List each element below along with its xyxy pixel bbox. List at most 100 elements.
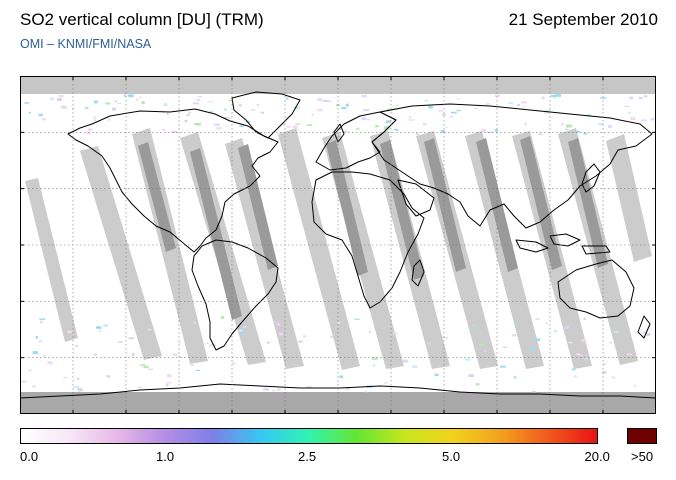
- noise-pixel: [306, 386, 312, 389]
- noise-pixel: [238, 329, 243, 333]
- noise-pixel: [402, 359, 409, 363]
- noise-pixel: [63, 376, 68, 379]
- noise-pixel: [393, 128, 398, 131]
- noise-pixel: [286, 97, 289, 100]
- noise-pixel: [93, 116, 97, 119]
- noise-pixel: [441, 129, 446, 133]
- so2-map-canvas: -150-150-120-120-90-90-60-60-30-30003030…: [3, 64, 673, 428]
- noise-pixel: [250, 109, 256, 111]
- noise-pixel: [123, 94, 127, 97]
- coastline-asia: [371, 103, 653, 229]
- noise-pixel: [99, 329, 102, 333]
- coastlines: [19, 91, 657, 399]
- noise-pixel: [632, 358, 635, 361]
- noise-pixel: [103, 324, 109, 327]
- noise-pixel: [337, 321, 341, 325]
- noise-pixel: [295, 128, 299, 130]
- noise-pixel: [272, 321, 277, 323]
- noise-pixel: [638, 97, 643, 100]
- noise-pixel: [307, 124, 313, 126]
- noise-pixel: [186, 114, 190, 116]
- noise-pixel: [434, 373, 439, 377]
- noise-pixel: [535, 318, 540, 320]
- noise-pixel: [281, 123, 285, 125]
- noise-pixel: [464, 358, 470, 361]
- noise-pixel: [147, 328, 152, 331]
- noise-pixel: [279, 332, 283, 336]
- noise-pixel: [228, 117, 233, 119]
- noise-pixel: [603, 363, 606, 365]
- noise-pixel: [375, 124, 379, 128]
- colorbar-label: 5.0: [442, 449, 461, 464]
- noise-pixel: [93, 100, 98, 104]
- noise-pixel: [386, 120, 392, 124]
- noise-pixel: [239, 125, 244, 127]
- orbit-gap-stripe: [25, 178, 78, 342]
- noise-pixel: [77, 377, 80, 381]
- noise-pixel: [114, 100, 118, 103]
- orbit-overlap-stripe: [238, 144, 278, 270]
- noise-pixel: [206, 342, 209, 344]
- noise-pixel: [478, 343, 485, 346]
- noise-pixel: [511, 334, 517, 337]
- noise-pixel: [412, 365, 418, 368]
- noise-pixel: [614, 345, 617, 348]
- noise-pixel: [415, 133, 419, 135]
- noise-pixel: [361, 117, 366, 121]
- noise-pixel: [239, 331, 245, 334]
- noise-pixel: [88, 128, 93, 131]
- noise-pixel: [541, 96, 545, 100]
- noise-pixel: [107, 118, 111, 121]
- noise-pixel: [216, 127, 222, 130]
- noise-pixel: [111, 107, 117, 111]
- noise-pixel: [650, 117, 655, 121]
- orbit-gap-stripe: [80, 146, 162, 360]
- coastline-australia: [557, 259, 635, 319]
- map-frame: [20, 76, 656, 414]
- noise-pixel: [276, 388, 281, 391]
- noise-pixel: [538, 133, 543, 136]
- noise-pixel: [173, 353, 178, 356]
- coastline-uk: [333, 123, 345, 143]
- noise-pixel: [366, 118, 371, 121]
- noise-pixel: [368, 330, 372, 333]
- noise-pixel: [341, 130, 348, 133]
- noise-pixel: [194, 123, 200, 125]
- noise-pixel: [32, 351, 38, 354]
- noise-pixel: [293, 364, 299, 367]
- noise-pixel: [263, 388, 269, 391]
- noise-pixel: [361, 94, 367, 98]
- noise-pixel: [295, 123, 301, 125]
- noise-pixel: [196, 98, 201, 102]
- coastline-japan: [581, 163, 601, 193]
- noise-pixel: [576, 353, 581, 356]
- noise-pixel: [42, 355, 46, 357]
- noise-pixel: [223, 117, 230, 119]
- noise-pixel: [58, 95, 64, 98]
- noise-pixel: [354, 318, 360, 320]
- noise-pixel: [242, 326, 247, 328]
- noise-pixel: [565, 124, 572, 128]
- noise-pixel: [642, 331, 648, 334]
- noise-pixel: [335, 327, 339, 329]
- noise-pixel: [571, 368, 576, 371]
- noise-pixel: [136, 98, 139, 102]
- noise-pixel: [602, 372, 607, 374]
- coastline-arabia: [397, 179, 435, 217]
- noise-pixel: [568, 341, 573, 344]
- noise-pixel: [439, 131, 442, 133]
- noise-pixel: [600, 97, 606, 99]
- noise-pixel: [513, 376, 516, 378]
- orbit-overlap-stripe: [138, 142, 176, 252]
- noise-pixel: [372, 357, 378, 360]
- noise-pixel: [323, 99, 328, 102]
- noise-pixel: [106, 375, 111, 378]
- noise-pixel: [214, 123, 220, 126]
- noise-pixel: [555, 94, 562, 97]
- noise-pixel: [143, 365, 149, 369]
- noise-pixel: [95, 326, 102, 329]
- noise-pixel: [422, 122, 427, 126]
- noise-pixel: [383, 126, 390, 130]
- noise-pixel: [457, 98, 460, 100]
- noise-pixel: [260, 111, 264, 114]
